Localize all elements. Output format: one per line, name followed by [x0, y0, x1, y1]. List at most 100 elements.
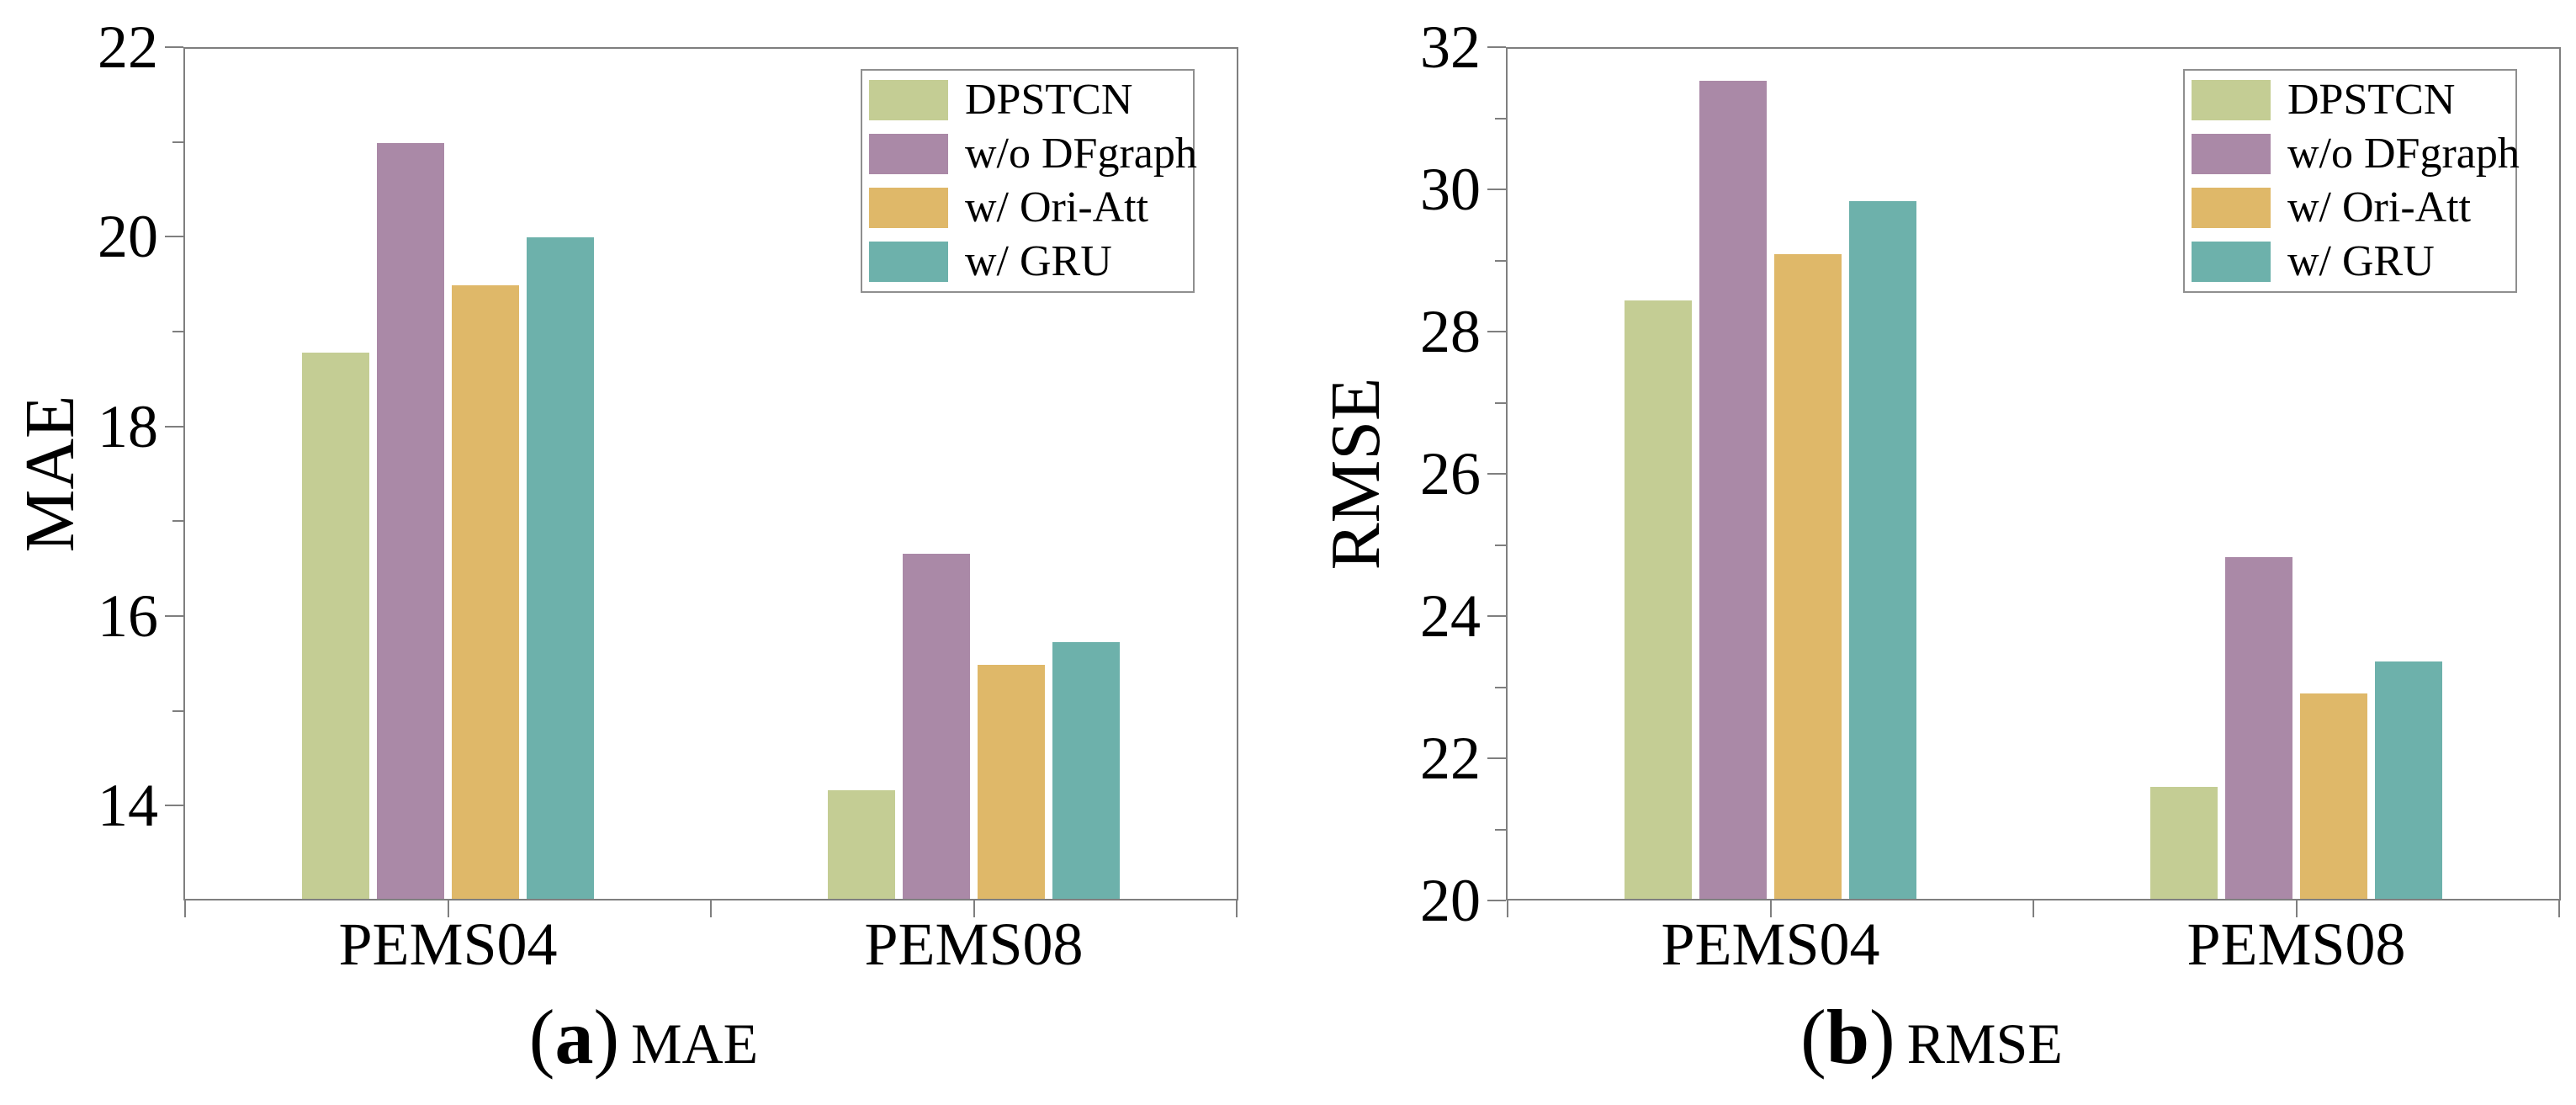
y-tick-label: 18: [98, 392, 158, 460]
y-minor-tick: [1495, 544, 1506, 546]
y-minor-tick: [1495, 686, 1506, 688]
legend-item: w/o DFgraph: [862, 128, 1197, 180]
panel-caption-b: (b) RMSE: [1553, 998, 2310, 1076]
legend-label: w/ Ori-Att: [965, 183, 1149, 231]
x-boundary-tick: [1507, 900, 1508, 917]
bar-w-o-DFgraph-PEMS04: [377, 143, 444, 899]
caption-label: MAE: [631, 1012, 759, 1076]
y-tick-label: 14: [98, 772, 158, 840]
bar-w-o-DFgraph-PEMS04: [1699, 80, 1767, 899]
legend-item: w/ GRU: [2185, 236, 2515, 288]
plot-area-mae: DPSTCN w/o DFgraph w/ Ori-Att w/ GRU: [183, 47, 1238, 900]
x-boundary-tick: [2033, 900, 2034, 917]
x-category-label-PEMS08: PEMS08: [864, 911, 1084, 978]
legend-swatch-icon: [2192, 188, 2271, 228]
y-minor-tick: [172, 141, 183, 143]
x-category-label-PEMS08: PEMS08: [2186, 911, 2406, 978]
y-tick-label: 20: [1420, 867, 1481, 934]
x-category-tick: [447, 900, 449, 917]
y-tick-label: 28: [1420, 298, 1481, 365]
y-major-tick: [1487, 473, 1506, 475]
y-minor-tick: [1495, 117, 1506, 120]
y-tick-label: 20: [98, 203, 158, 271]
y-major-tick: [1487, 900, 1506, 901]
y-major-tick: [1487, 46, 1506, 48]
y-tick-label: 30: [1420, 156, 1481, 223]
legend-item: DPSTCN: [862, 74, 1193, 126]
x-boundary-tick: [1236, 900, 1238, 917]
x-category-label-PEMS04: PEMS04: [338, 911, 558, 978]
x-boundary-tick: [184, 900, 186, 917]
y-major-tick: [1487, 331, 1506, 332]
bar-DPSTCN-PEMS08: [828, 789, 895, 899]
bar-w-o-DFgraph-PEMS08: [2225, 557, 2292, 899]
legend-label: DPSTCN: [2287, 76, 2456, 124]
bar-w-Ori-Att-PEMS08: [978, 664, 1045, 899]
y-tick-label: 22: [1420, 725, 1481, 792]
bar-w-Ori-Att-PEMS08: [2300, 693, 2367, 899]
y-major-tick: [165, 615, 183, 617]
legend-label: DPSTCN: [965, 76, 1133, 124]
y-minor-tick: [172, 331, 183, 332]
x-category-tick: [2295, 900, 2298, 917]
bars-layer: [185, 49, 1237, 899]
caption-marker: (b): [1800, 994, 1895, 1080]
legend-swatch-icon: [869, 242, 948, 282]
legend-item: w/ GRU: [862, 236, 1193, 288]
legend-item: w/ Ori-Att: [2185, 182, 2515, 234]
y-major-tick: [1487, 757, 1506, 759]
legend-item: DPSTCN: [2185, 74, 2515, 126]
legend-label: w/ Ori-Att: [2287, 183, 2472, 231]
bar-w-GRU-PEMS08: [2375, 661, 2442, 899]
bar-w-o-DFgraph-PEMS08: [903, 554, 970, 899]
x-category-tick: [973, 900, 975, 917]
y-tick-label: 24: [1420, 582, 1481, 650]
legend-swatch-icon: [869, 188, 948, 228]
legend-label: w/ GRU: [2287, 237, 2435, 285]
y-minor-tick: [1495, 259, 1506, 262]
caption-label: RMSE: [1906, 1012, 2063, 1076]
y-tick-label: 22: [98, 13, 158, 81]
legend: DPSTCN w/o DFgraph w/ Ori-Att w/ GRU: [2183, 69, 2520, 293]
x-boundary-tick: [710, 900, 712, 917]
y-minor-tick: [1495, 828, 1506, 831]
legend-swatch-icon: [869, 134, 948, 174]
x-category-label-PEMS04: PEMS04: [1661, 911, 1880, 978]
legend-swatch-icon: [2192, 134, 2271, 174]
y-major-tick: [165, 46, 183, 48]
legend: DPSTCN w/o DFgraph w/ Ori-Att w/ GRU: [861, 69, 1197, 293]
y-tick-label: 16: [98, 582, 158, 650]
y-major-tick: [165, 425, 183, 428]
bar-DPSTCN-PEMS04: [1625, 300, 1692, 899]
x-category-tick: [1769, 900, 1772, 917]
y-major-tick: [1487, 189, 1506, 190]
plot-area-rmse: DPSTCN w/o DFgraph w/ Ori-Att w/ GRU: [1506, 47, 2561, 900]
legend-label: w/o DFgraph: [2287, 130, 2520, 178]
y-minor-tick: [1495, 401, 1506, 404]
y-major-tick: [165, 805, 183, 807]
bar-DPSTCN-PEMS08: [2150, 787, 2218, 899]
y-minor-tick: [172, 709, 183, 712]
bar-w-GRU-PEMS04: [1849, 200, 1916, 899]
legend-swatch-icon: [2192, 242, 2271, 282]
y-major-tick: [1487, 615, 1506, 617]
x-boundary-tick: [2558, 900, 2560, 917]
y-minor-tick: [172, 520, 183, 523]
legend-swatch-icon: [869, 80, 948, 120]
bar-DPSTCN-PEMS04: [302, 353, 369, 899]
y-tick-label: 32: [1420, 13, 1481, 81]
legend-swatch-icon: [2192, 80, 2271, 120]
legend-label: w/ GRU: [965, 237, 1112, 285]
bar-w-GRU-PEMS04: [527, 237, 594, 899]
legend-label: w/o DFgraph: [965, 130, 1197, 178]
y-major-tick: [165, 236, 183, 238]
bar-w-Ori-Att-PEMS04: [1774, 254, 1842, 899]
y-tick-label: 26: [1420, 440, 1481, 507]
caption-marker: (a): [528, 994, 620, 1080]
bars-layer: [1508, 49, 2559, 899]
panel-caption-a: (a) MAE: [265, 998, 1022, 1076]
bar-w-Ori-Att-PEMS04: [452, 284, 519, 899]
legend-item: w/o DFgraph: [2185, 128, 2520, 180]
